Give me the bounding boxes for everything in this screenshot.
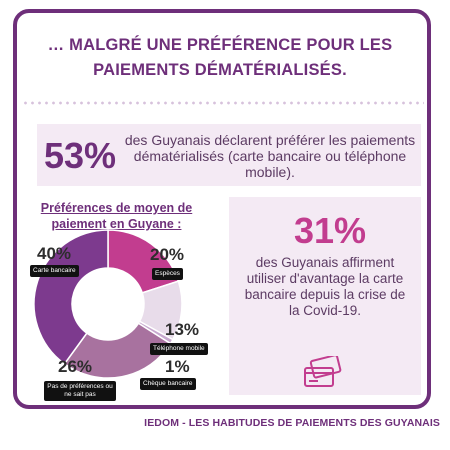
credit-cards-icon: [304, 356, 342, 387]
footer-source: IEDOM - LES HABITUDES DE PAIEMENTS DES G…: [144, 417, 440, 429]
stat-31-text: des Guyanais affirment utiliser d'avanta…: [244, 255, 406, 318]
label-especes-value: 20%: [150, 245, 185, 264]
slice-pas-de-preference: [63, 322, 172, 379]
label-especes-tag: Espèces: [152, 268, 183, 280]
label-cheque-value: 1%: [165, 357, 190, 376]
label-carte-bancaire-value: 40%: [37, 244, 72, 263]
title-line-2: PAIEMENTS DÉMATÉRIALISÉS.: [93, 61, 347, 79]
dotted-divider: [22, 100, 424, 106]
slice-carte-bancaire: [33, 229, 109, 365]
chart-title: Préférences de moyen de paiement en Guya…: [40, 201, 193, 231]
label-pas-de-preference-tag: Pas de préférences ou ne sait pas: [44, 381, 116, 401]
label-telephone-value: 13%: [165, 320, 200, 339]
label-cheque-tag: Chèque bancaire: [140, 378, 196, 390]
stat-31-value: 31%: [294, 210, 367, 251]
stat-53-text: des Guyanais déclarent préférer les paie…: [124, 132, 416, 180]
stat-53-value: 53%: [44, 135, 117, 176]
stat-31-panel: [229, 197, 421, 395]
stat-53-panel: [37, 124, 421, 186]
label-pas-de-preference-value: 26%: [58, 357, 93, 376]
label-telephone-tag: Téléphone mobile: [150, 343, 208, 355]
title-line-1: … MALGRÉ UNE PRÉFÉRENCE POUR LES: [47, 36, 393, 54]
label-carte-bancaire-tag: Carte bancaire: [30, 265, 79, 277]
page-title: … MALGRÉ UNE PRÉFÉRENCE POUR LES PAIEMEN…: [30, 33, 410, 83]
